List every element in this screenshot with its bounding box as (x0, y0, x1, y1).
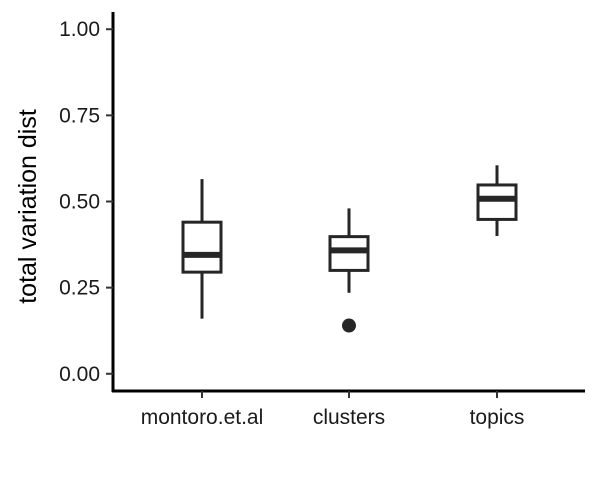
x-axis-ticks: montoro.et.al clusters topics (141, 391, 525, 429)
y-tick-label: 0.50 (59, 191, 100, 214)
x-tick-label: montoro.et.al (141, 406, 264, 429)
box-clusters (328, 208, 370, 333)
iqr-box (181, 220, 223, 274)
y-axis-ticks: 0.00 0.25 0.50 0.75 1.00 (59, 18, 113, 386)
x-tick-label: clusters (313, 406, 385, 429)
iqr-box (328, 235, 370, 272)
y-tick-label: 0.75 (59, 104, 100, 127)
y-tick-label: 0.25 (59, 277, 100, 300)
box-topics (476, 165, 518, 236)
plot-area (181, 165, 518, 333)
x-tick-label: topics (470, 406, 525, 429)
outlier-point (342, 318, 356, 333)
y-tick-label: 0.00 (59, 363, 100, 386)
iqr-box (476, 183, 518, 221)
y-tick-label: 1.00 (59, 18, 100, 41)
box-montoro-et-al (181, 179, 223, 319)
y-axis-title: total variation dist (14, 109, 42, 304)
